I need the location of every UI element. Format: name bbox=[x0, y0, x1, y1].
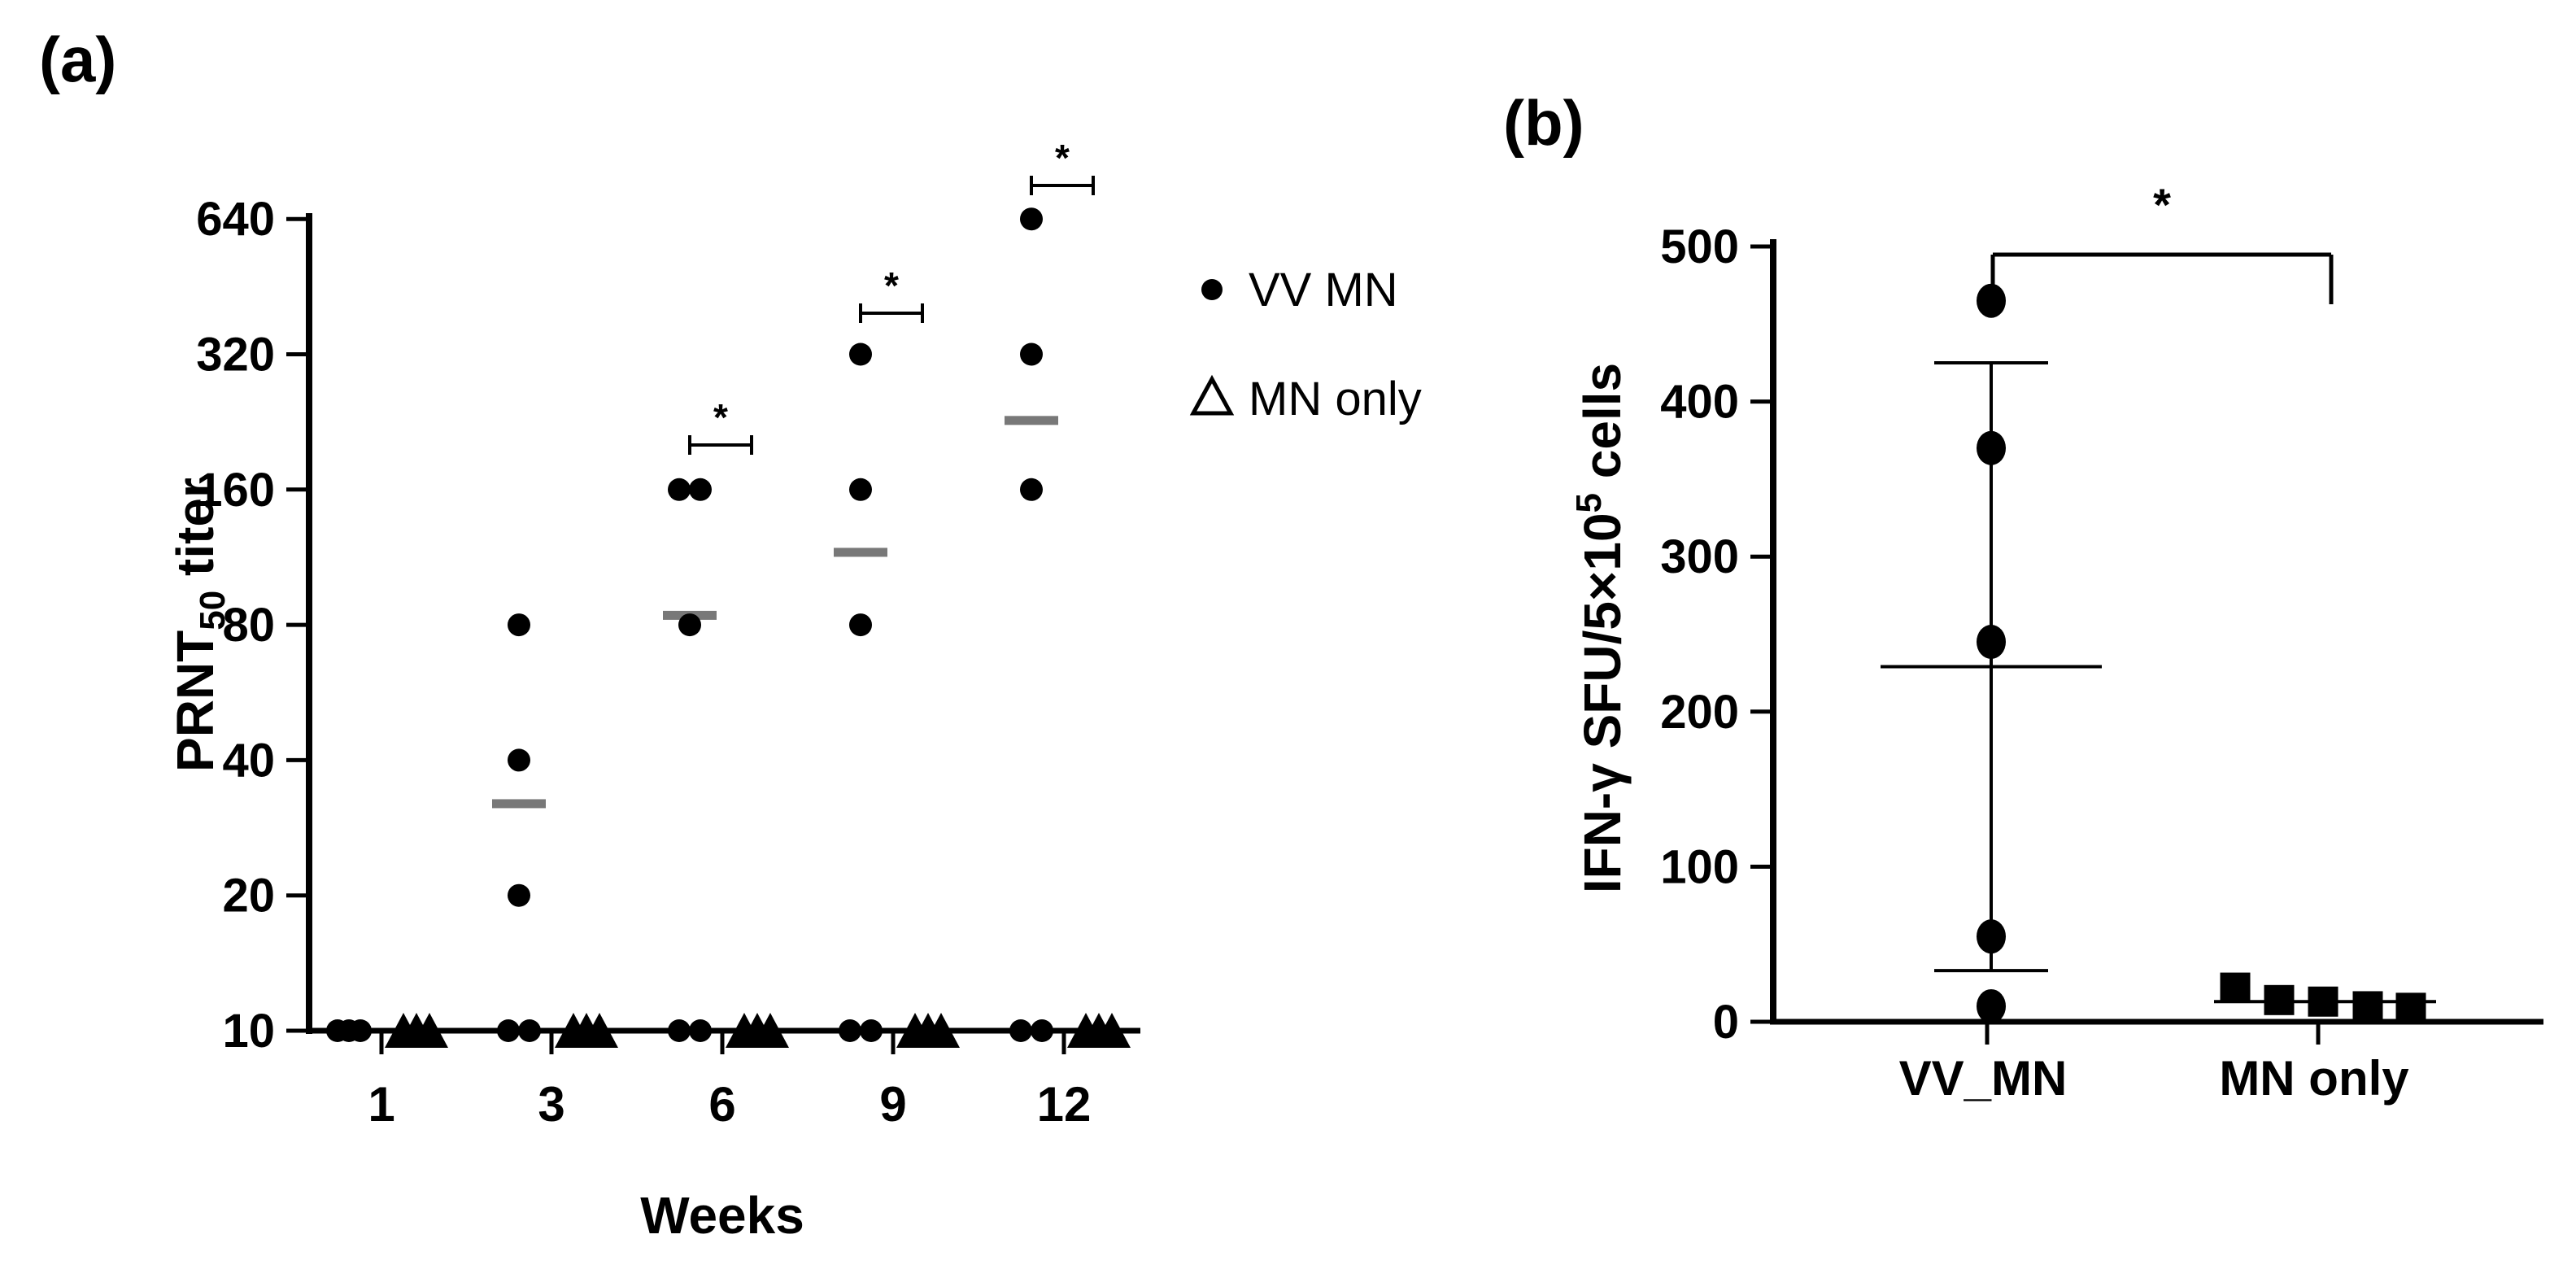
data-point-circle bbox=[839, 1019, 861, 1042]
mean-bar bbox=[492, 799, 546, 809]
panel-a-x-ticks: 1 3 6 9 12 bbox=[368, 1031, 1091, 1132]
mean-bar bbox=[1005, 416, 1058, 425]
x-tick-label: 1 bbox=[368, 1077, 394, 1132]
data-point-circle bbox=[860, 1019, 883, 1042]
panel-a-label: (a) bbox=[39, 24, 116, 95]
legend-circle-marker bbox=[1201, 279, 1223, 300]
sig-asterisk: * bbox=[884, 264, 899, 307]
mean-bar bbox=[834, 547, 887, 557]
data-point-circle bbox=[1977, 919, 2006, 954]
data-point-circle bbox=[1031, 1019, 1053, 1042]
x-tick-label: 12 bbox=[1037, 1077, 1092, 1132]
y-tick-label: 80 bbox=[222, 599, 275, 652]
x-category-label: MN only bbox=[2219, 1051, 2409, 1106]
data-point-circle bbox=[1977, 988, 2006, 1023]
data-point-circle bbox=[497, 1019, 520, 1042]
x-tick-label: 3 bbox=[538, 1077, 564, 1132]
y-tick-label: 400 bbox=[1660, 376, 1739, 429]
y-tick-label: 500 bbox=[1660, 220, 1739, 273]
x-tick-label: 6 bbox=[708, 1077, 735, 1132]
data-point-circle bbox=[1020, 478, 1043, 501]
y-tick-label: 10 bbox=[222, 1005, 275, 1058]
panel-b-y-ticks: 500 400 300 200 100 0 bbox=[1660, 220, 1773, 1049]
data-point-circle bbox=[1977, 430, 2006, 465]
legend-triangle-marker bbox=[1189, 374, 1235, 416]
data-point-circle bbox=[349, 1019, 372, 1042]
panel-a-legend: VV MN MN only bbox=[1189, 264, 1422, 425]
x-category-label: VV_MN bbox=[1899, 1051, 2068, 1106]
data-point-circle bbox=[668, 478, 691, 501]
y-tick-label: 20 bbox=[222, 870, 275, 923]
y-tick-label: 0 bbox=[1713, 996, 1739, 1049]
data-point-circle bbox=[689, 1019, 712, 1042]
panel-b-y-axis-title: IFN-γ SFU/5×105 cells bbox=[1569, 363, 1632, 893]
panel-b-label: (b) bbox=[1503, 87, 1584, 159]
data-point-square bbox=[2352, 991, 2383, 1022]
data-point-circle bbox=[518, 1019, 541, 1042]
data-point-circle bbox=[849, 613, 872, 637]
legend-label: MN only bbox=[1249, 373, 1422, 425]
x-tick-label: 9 bbox=[879, 1077, 906, 1132]
y-tick-label: 300 bbox=[1660, 530, 1739, 583]
data-point-triangle bbox=[411, 1013, 448, 1048]
panel-a-y-axis-title: PRNT50 titer bbox=[166, 478, 233, 772]
sig-asterisk: * bbox=[2153, 179, 2171, 230]
data-point-triangle bbox=[1093, 1013, 1131, 1048]
data-point-circle bbox=[1977, 625, 2006, 660]
panel-a-data-points bbox=[326, 207, 1131, 1048]
panel-b-x-ticks: VV_MN MN only bbox=[1899, 1022, 2409, 1106]
y-tick-label: 320 bbox=[196, 329, 275, 382]
data-point-square bbox=[2395, 992, 2426, 1023]
data-point-circle bbox=[849, 342, 872, 366]
sig-asterisk: * bbox=[1055, 137, 1070, 179]
data-point-circle bbox=[1020, 342, 1043, 366]
y-tick-label: 160 bbox=[196, 464, 275, 517]
data-point-circle bbox=[849, 478, 872, 501]
panel-a-x-axis-title: Weeks bbox=[640, 1186, 804, 1245]
y-tick-label: 40 bbox=[222, 734, 275, 787]
data-point-circle bbox=[678, 613, 701, 637]
data-point-circle bbox=[508, 613, 530, 637]
data-point-circle bbox=[508, 883, 530, 907]
data-point-circle bbox=[689, 478, 712, 501]
panel-b-error-bar bbox=[1881, 360, 2436, 1004]
panel-a-prnt50-scatter: (a) PRNT50 titer Weeks 640 320 160 80 40 20 10… bbox=[39, 24, 1422, 1245]
legend-label: VV MN bbox=[1249, 264, 1398, 316]
panel-b-data-points bbox=[1977, 283, 2426, 1023]
panel-b-significance-bracket: * bbox=[1990, 179, 2334, 304]
data-point-circle bbox=[508, 748, 530, 772]
panel-b-ifn-gamma-scatter: (b) IFN-γ SFU/5×105 cells 500 400 300 200 10… bbox=[1503, 87, 2543, 1106]
panel-a-y-ticks: 640 320 160 80 40 20 10 bbox=[196, 193, 309, 1058]
data-point-circle bbox=[1009, 1019, 1032, 1042]
y-tick-label: 640 bbox=[196, 193, 275, 246]
data-point-triangle bbox=[752, 1013, 789, 1048]
data-point-square bbox=[2220, 972, 2251, 1003]
data-point-triangle bbox=[581, 1013, 618, 1048]
y-tick-label: 200 bbox=[1660, 686, 1739, 739]
panel-a-mean-bars bbox=[492, 416, 1058, 809]
data-point-square bbox=[2308, 986, 2338, 1017]
sig-asterisk: * bbox=[713, 396, 728, 438]
data-point-square bbox=[2264, 984, 2295, 1015]
data-point-circle bbox=[668, 1019, 691, 1042]
panel-a-significance-brackets: * * * bbox=[688, 137, 1095, 455]
data-point-triangle bbox=[922, 1013, 960, 1048]
y-tick-label: 100 bbox=[1660, 840, 1739, 893]
data-point-circle bbox=[1020, 207, 1043, 231]
